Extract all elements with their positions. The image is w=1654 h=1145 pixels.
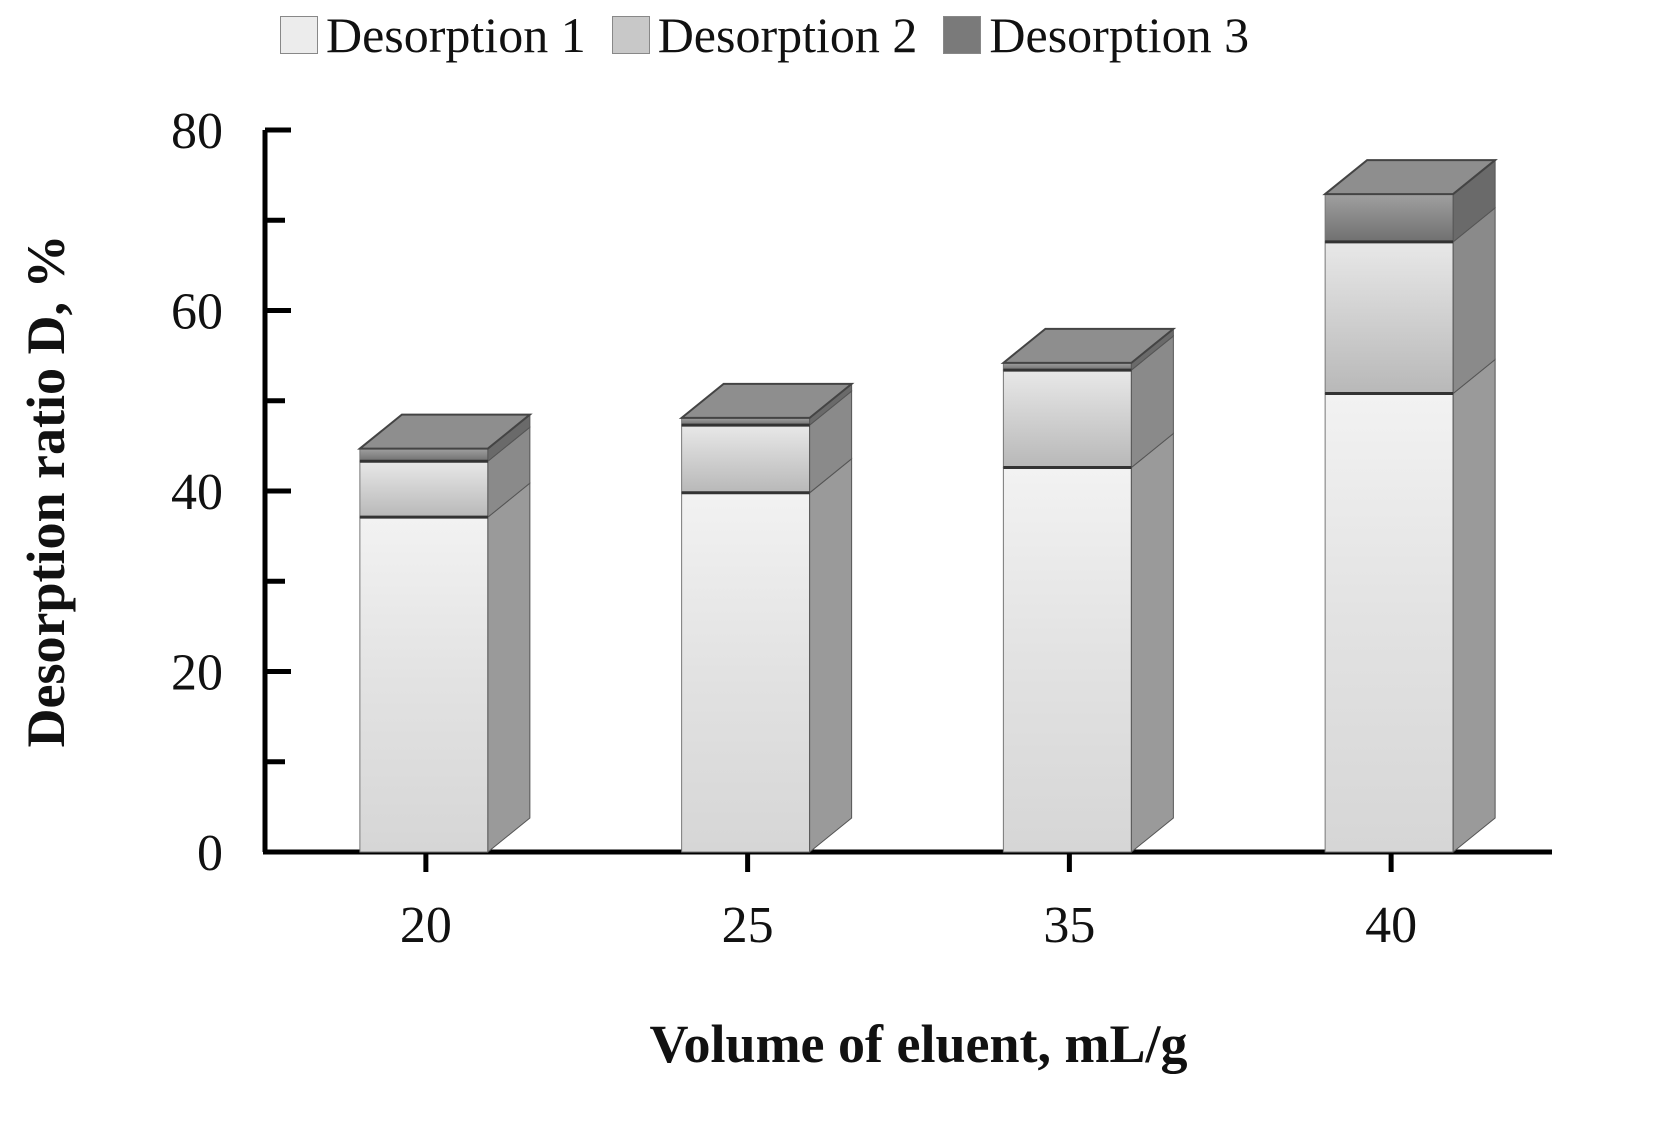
bar-segment-desorption-1 (681, 492, 811, 853)
bar-segment-desorption-3 (1324, 193, 1454, 243)
legend-label: Desorption 2 (657, 7, 918, 63)
bar-side (1130, 432, 1174, 854)
x-axis-title: Volume of eluent, mL/g (650, 1014, 1188, 1074)
legend-item-desorption-1: Desorption 1 (280, 6, 586, 64)
x-tick-label: 20 (400, 897, 452, 954)
bar-segment-desorption-1 (359, 516, 489, 853)
bar-top (1000, 327, 1177, 364)
legend-item-desorption-2: Desorption 2 (611, 6, 918, 64)
y-tick-label: 80 (171, 103, 223, 160)
legend-label: Desorption 3 (989, 7, 1250, 63)
y-tick-label: 40 (171, 464, 223, 521)
legend-swatch-desorption-2 (611, 16, 650, 54)
bar-group-25 (678, 382, 855, 854)
bar-side (487, 482, 531, 854)
bar-segment-desorption-2 (681, 424, 811, 494)
legend-swatch-desorption-3 (943, 16, 982, 54)
bar-segment-desorption-1 (1002, 467, 1132, 853)
legend-label: Desorption 1 (326, 7, 586, 63)
x-tick-label: 35 (1043, 897, 1095, 954)
bar-segment-desorption-2 (1324, 241, 1454, 395)
bar-segment-desorption-2 (359, 460, 489, 518)
y-axis-title: Desorption ratio D, % (16, 235, 76, 748)
legend-swatch-desorption-1 (280, 16, 318, 54)
bar-top (1322, 159, 1498, 196)
x-tick-label: 25 (722, 897, 774, 954)
bar-segment-desorption-1 (1324, 393, 1454, 853)
bar-group-35 (1000, 327, 1177, 854)
bar-segment-desorption-3 (359, 448, 489, 462)
bar-group-40 (1322, 159, 1498, 854)
bar-segment-desorption-2 (1002, 369, 1132, 469)
legend-item-desorption-3: Desorption 3 (943, 6, 1249, 64)
bar-side (1452, 358, 1496, 854)
x-tick-label: 40 (1365, 897, 1417, 954)
bar-group-20 (357, 413, 533, 854)
y-tick-label: 60 (171, 284, 223, 341)
bars (357, 159, 1498, 854)
chart-legend: Desorption 1 Desorption 2 Desorption 3 (280, 0, 1275, 70)
axis-labels: 0 20 40 60 80 20 25 35 40 Volume of eluent, mL/g D… (16, 103, 1417, 1074)
bar-top (357, 413, 533, 450)
y-tick-label: 20 (171, 645, 223, 702)
bar-side (809, 457, 853, 854)
bar-top (678, 382, 855, 419)
y-tick-label: 0 (197, 825, 223, 882)
